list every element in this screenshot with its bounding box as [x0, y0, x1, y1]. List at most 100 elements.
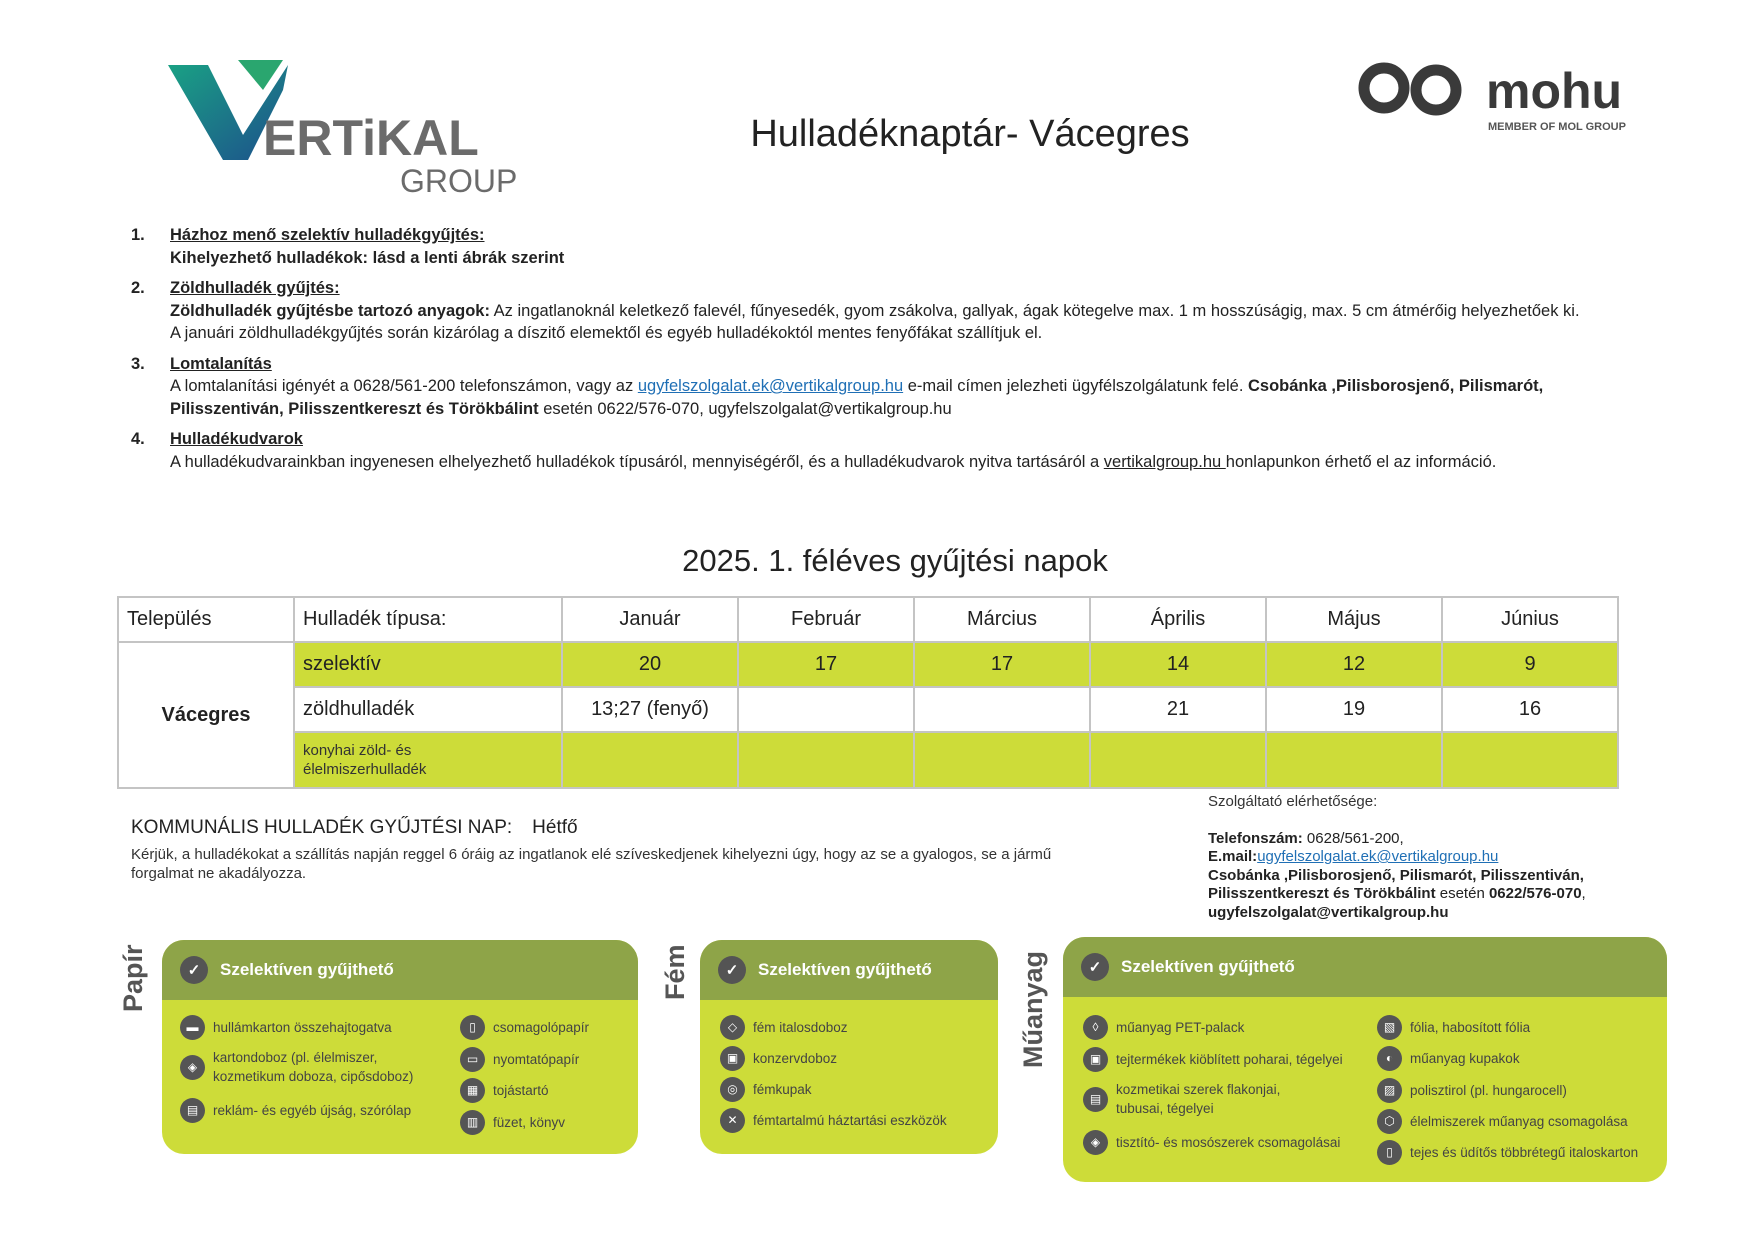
item-text: Kihelyezhető hulladékok: lásd a lenti áb…	[170, 248, 565, 267]
schedule-table: Település Hulladék típusa: Január Februá…	[117, 596, 1619, 789]
item-heading: Lomtalanítás	[170, 354, 272, 373]
date-cell	[737, 731, 915, 789]
website-link[interactable]: vertikalgroup.hu	[1103, 452, 1226, 471]
list-item: tojástartó	[493, 1083, 549, 1098]
egg-carton-icon: ▦	[460, 1078, 485, 1103]
list-item: polisztirol (pl. hungarocell)	[1410, 1083, 1567, 1098]
date-cell: 16	[1441, 686, 1619, 733]
date-cell	[1441, 731, 1619, 789]
list-item: füzet, könyv	[493, 1115, 566, 1130]
card-header: ✓ Szelektíven gyűjthető	[1063, 937, 1667, 997]
svg-text:GROUP: GROUP	[400, 163, 517, 199]
mohu-logo: mohu MEMBER OF MOL GROUP	[1358, 62, 1626, 133]
list-item: hullámkarton összehajtogatva	[213, 1020, 392, 1035]
svg-text:MEMBER OF MOL GROUP: MEMBER OF MOL GROUP	[1488, 121, 1626, 133]
carton-box-icon: ◈	[180, 1054, 205, 1080]
card-header: ✓ Szelektíven gyűjthető	[700, 940, 998, 1000]
communal-note: Kérjük, a hulladékokat a szállítás napjá…	[131, 846, 1052, 882]
date-cell	[913, 731, 1091, 789]
header-cell: Június	[1441, 596, 1619, 643]
list-item: fém italosdoboz	[753, 1020, 848, 1035]
item-heading: Zöldhulladék gyűjtés:	[170, 279, 340, 297]
item-number: 3.	[131, 354, 145, 373]
contact-title: Szolgáltató elérhetősége:	[1208, 793, 1378, 810]
svg-text:mohu: mohu	[1486, 63, 1622, 119]
can-icon: ◇	[720, 1015, 745, 1040]
pet-bottle-icon: ◊	[1083, 1015, 1108, 1040]
communal-label: KOMMUNÁLIS HULLADÉK GYŰJTÉSI NAP:	[131, 817, 513, 838]
plastic-card: ✓ Szelektíven gyűjthető ◊ műanyag PET-pala…	[1063, 937, 1667, 1182]
list-item: tisztító- és mosószerek csomagolásai	[1116, 1135, 1341, 1150]
list-item: műanyag kupakok	[1410, 1051, 1520, 1066]
list-item: kozmetikai szerek flakonjai, tubusai, té…	[1116, 1082, 1281, 1116]
list-item: fémkupak	[753, 1082, 812, 1097]
list-item: tejtermékek kiöblített poharai, tégelyei	[1116, 1052, 1343, 1067]
date-cell: 17	[913, 641, 1091, 688]
plastic-label: Műanyag	[1018, 950, 1048, 1068]
type-cell: zöldhulladék	[293, 686, 563, 733]
list-item: műanyag PET-palack	[1116, 1020, 1245, 1035]
info-list: 1. Házhoz menő szelektív hulladékgyűjtés…	[131, 224, 1656, 481]
item-text: A lomtalanítási igényét a 0628/561-200 t…	[170, 377, 638, 395]
list-item: fólia, habosított fólia	[1410, 1020, 1531, 1035]
item-number: 4.	[131, 430, 145, 448]
list-item: nyomtatópapír	[493, 1052, 580, 1067]
contact-text: esetén	[1435, 885, 1489, 902]
yogurt-cup-icon: ▣	[1083, 1047, 1108, 1072]
communal-collection-day: KOMMUNÁLIS HULLADÉK GYŰJTÉSI NAP: Hétfő	[131, 817, 578, 839]
header-cell: Május	[1265, 596, 1443, 643]
list-item-waste-yards: 4. Hulladékudvarok A hulladékudvarainkban…	[131, 428, 1656, 473]
page-title: Hulladéknaptár- Vácegres	[750, 113, 1190, 155]
date-cell: 12	[1265, 641, 1443, 688]
email-link[interactable]: ugyfelszolgalat.ek@vertikalgroup.hu	[637, 377, 904, 395]
header-cell: Hulladék típusa:	[293, 596, 563, 643]
printer-paper-icon: ▭	[460, 1047, 485, 1072]
table-row: Vácegres szelektív 20 17 17 14 12 9	[117, 641, 1619, 789]
header-cell: Január	[561, 596, 739, 643]
date-cell: 19	[1265, 686, 1443, 733]
wrapping-paper-icon: ▯	[460, 1015, 485, 1040]
beverage-carton-icon: ▯	[1377, 1140, 1402, 1165]
phone2-value: 0622/576-070	[1488, 885, 1582, 902]
list-item-green-waste: 2. Zöldhulladék gyűjtés: Zöldhulladék gyű…	[131, 277, 1656, 345]
check-icon: ✓	[180, 956, 208, 984]
contact-email-link[interactable]: ugyfelszolgalat.ek@vertikalgroup.hu	[1257, 848, 1499, 865]
cardboard-icon: ▬	[180, 1015, 205, 1040]
list-item-bulky-waste: 3. Lomtalanítás A lomtalanítási igényét a…	[131, 353, 1656, 421]
paper-card: ✓ Szelektíven gyűjthető ▬ hullámkarton öss…	[162, 940, 638, 1154]
table-row: zöldhulladék 13;27 (fenyő) 21 19 16	[118, 686, 1619, 733]
card-header-text: Szelektíven gyűjthető	[220, 960, 394, 979]
newspaper-icon: ▤	[180, 1098, 205, 1123]
date-cell: 13;27 (fenyő)	[561, 686, 739, 733]
contact-email2: ugyfelszolgalat@vertikalgroup.hu	[1208, 903, 1449, 921]
email-label: E.mail:	[1208, 848, 1258, 865]
svg-text:ERTiKAL: ERTiKAL	[263, 110, 479, 166]
item-text: esetén 0622/576-070, ugyfelszolgalat@ver…	[538, 399, 952, 418]
item-text: honlapunkon érhető el az információ.	[1225, 452, 1497, 471]
cosmetics-jar-icon: ▤	[1083, 1086, 1108, 1112]
list-item: élelmiszerek műanyag csomagolása	[1410, 1114, 1628, 1129]
detergent-bottle-icon: ◈	[1083, 1130, 1108, 1155]
item-text: e-mail címen jelezheti ügyfélszolgálatun…	[903, 377, 1248, 395]
list-item: kartondoboz (pl. élelmiszer, kozmetikum …	[213, 1050, 414, 1084]
foil-icon: ▧	[1377, 1015, 1402, 1040]
check-icon: ✓	[1081, 953, 1109, 981]
contact-towns: Csobánka ,Pilisborosjenő, Pilismarót, Pi…	[1208, 866, 1584, 903]
date-cell	[913, 686, 1091, 733]
contact-text: ,	[1581, 885, 1586, 902]
item-heading: Házhoz menő szelektív hulladékgyűjtés:	[170, 226, 485, 244]
type-cell: szelektív	[293, 641, 563, 688]
list-item: konzervdoboz	[753, 1051, 838, 1066]
list-item: fémtartalmú háztartási eszközök	[753, 1113, 947, 1128]
header-cell: Február	[737, 596, 915, 643]
tools-icon: ✕	[720, 1108, 745, 1133]
item-text: A hulladékudvarainkban ingyenesen elhely…	[170, 452, 1104, 471]
date-cell	[1265, 731, 1443, 789]
date-cell: 17	[737, 641, 915, 688]
contact-info: Szolgáltató elérhetősége: Telefonszám: 0…	[1208, 793, 1678, 922]
check-icon: ✓	[718, 956, 746, 984]
metal-label: Fém	[660, 944, 690, 1000]
tin-can-icon: ▣	[720, 1046, 745, 1071]
metal-cap-icon: ◎	[720, 1077, 745, 1102]
list-item: reklám- és egyéb újság, szórólap	[213, 1103, 412, 1118]
